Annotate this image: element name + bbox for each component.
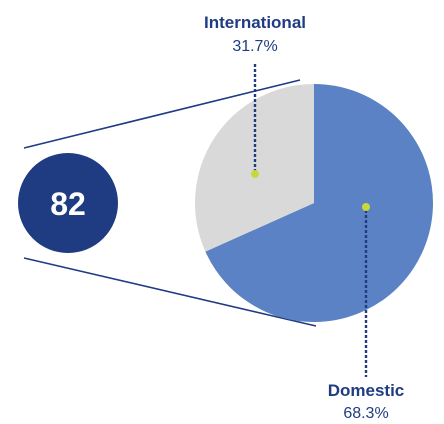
slice-label-international: International: [204, 13, 306, 32]
pie-slice-international: [194, 84, 314, 252]
slice-value-domestic: 68.3%: [343, 405, 388, 422]
pie-slice-domestic: [205, 84, 433, 322]
marker-dot-domestic: [362, 203, 370, 211]
leader-lines: [251, 64, 370, 377]
total-badge: [18, 153, 118, 253]
marker-dot-international: [251, 170, 259, 178]
connector-line-bottom: [23, 257, 317, 327]
total-value: 82: [50, 186, 86, 222]
slice-label-domestic: Domestic: [328, 381, 405, 400]
slice-value-international: 31.7%: [232, 38, 277, 55]
pie-slices: [194, 84, 433, 322]
